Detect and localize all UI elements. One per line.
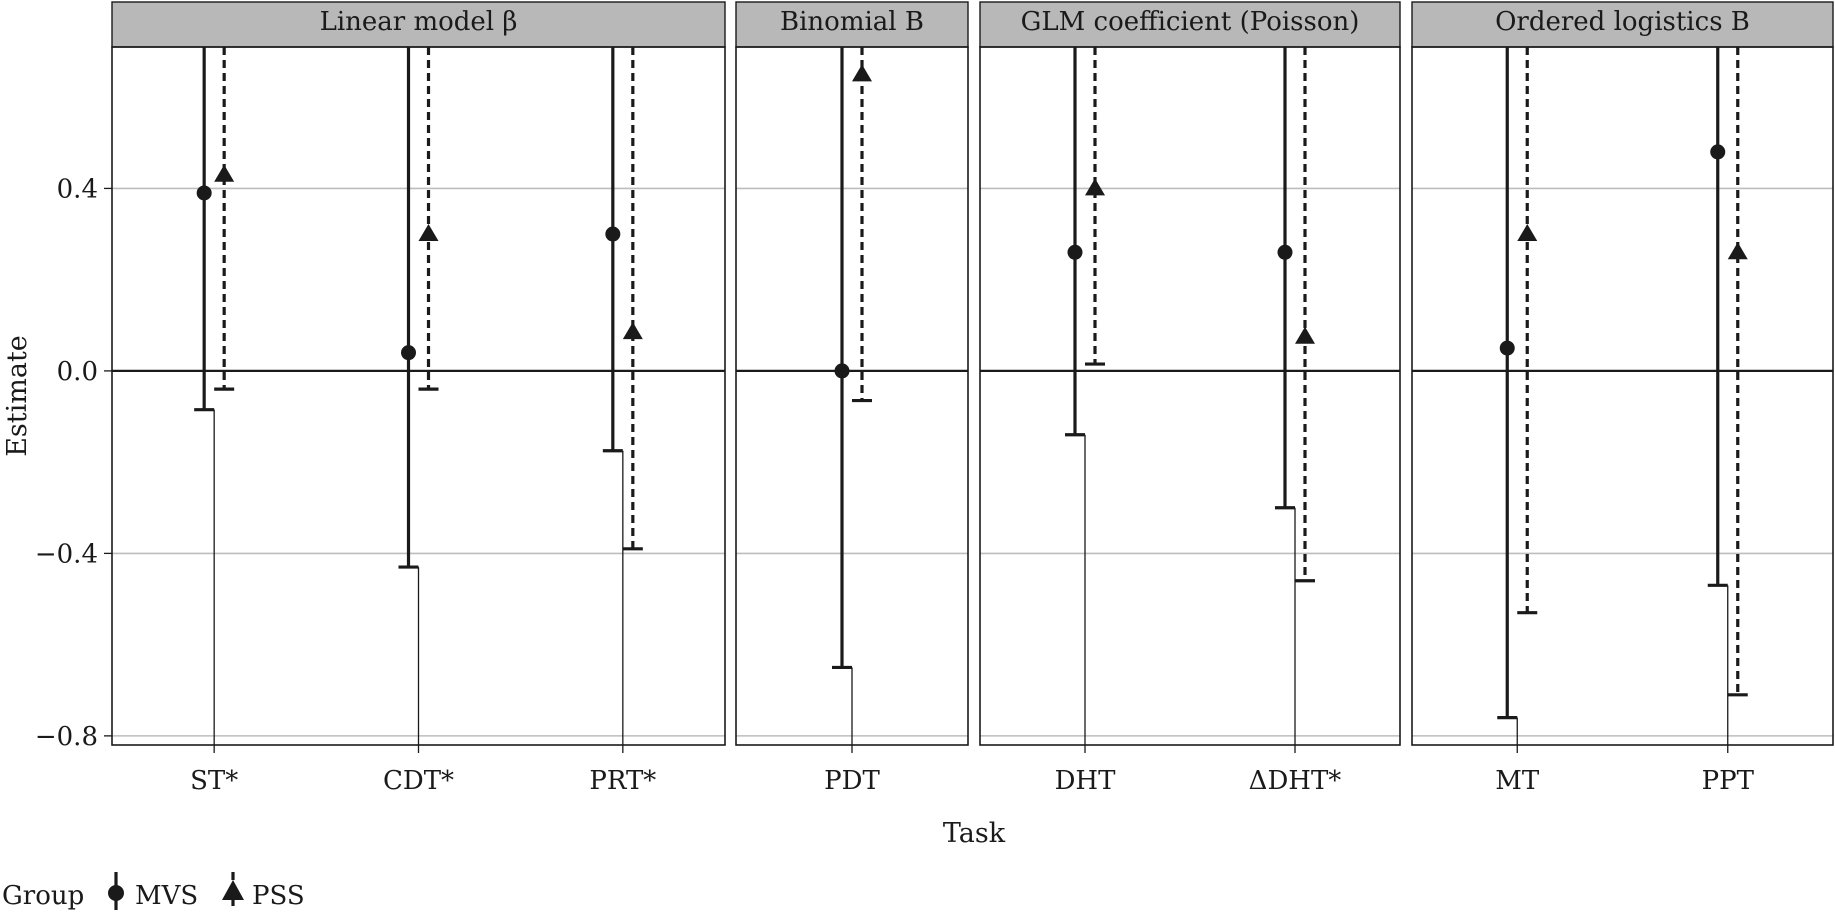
facet-strip-label: Linear model β xyxy=(320,7,518,37)
pss-point xyxy=(214,164,235,182)
facet-strip-label: Binomial B xyxy=(780,7,924,37)
x-tick-label: PDT xyxy=(824,766,880,796)
task-dht: ΔDHT* xyxy=(1249,47,1342,796)
panel-border xyxy=(1411,46,1834,746)
facet-panel-2: Binomial B PDT xyxy=(735,1,969,796)
facet-panel-4: Ordered logistics B MT PPT xyxy=(1411,1,1834,796)
pss-point xyxy=(1727,242,1748,260)
mvs-point xyxy=(196,185,212,201)
facet-strip xyxy=(1411,1,1834,48)
mvs-point xyxy=(1710,144,1726,160)
task-prt: PRT* xyxy=(589,47,656,796)
task-pdt: PDT xyxy=(824,47,880,796)
y-tick-label: −0.4 xyxy=(35,539,98,569)
legend-label-mvs: MVS xyxy=(135,881,198,911)
facet-strip xyxy=(735,1,969,48)
y-tick-label: −0.8 xyxy=(35,722,98,752)
legend-key-mvs-marker xyxy=(108,885,124,901)
facet-panels: Linear model β ST* CDT* PRT* Binomial B PDT GL… xyxy=(111,1,1834,796)
task-dht: DHT xyxy=(1055,47,1117,796)
x-axis-title: Task xyxy=(943,818,1006,849)
facet-strip-label: Ordered logistics B xyxy=(1495,7,1750,37)
mvs-point xyxy=(1277,244,1293,260)
pss-point xyxy=(1295,326,1315,344)
legend-title: Group xyxy=(2,881,84,911)
mvs-point xyxy=(605,226,621,242)
facet-strip-label: GLM coefficient (Poisson) xyxy=(1021,7,1360,37)
panel-border xyxy=(735,46,969,746)
y-tick-label: 0.4 xyxy=(57,174,98,204)
panel-border xyxy=(979,46,1401,746)
pss-point xyxy=(418,224,439,242)
pss-point xyxy=(1085,178,1105,196)
mvs-point xyxy=(1499,340,1515,356)
y-axis-title: Estimate xyxy=(2,335,33,457)
x-tick-label: CDT* xyxy=(383,766,454,796)
legend-label-pss: PSS xyxy=(252,881,305,911)
pss-point xyxy=(622,322,643,340)
facet-panel-3: GLM coefficient (Poisson) DHT ΔDHT* xyxy=(979,1,1401,796)
x-tick-label: DHT xyxy=(1055,766,1117,796)
task-cdt: CDT* xyxy=(383,47,454,796)
mvs-point xyxy=(1067,244,1083,260)
task-st: ST* xyxy=(190,47,238,796)
y-tick-label: 0.0 xyxy=(57,357,98,387)
x-tick-label: PPT xyxy=(1702,766,1755,796)
legend-key-pss-marker xyxy=(222,880,244,900)
x-tick-label: MT xyxy=(1495,766,1540,796)
legend: Group MVS PSS xyxy=(2,872,305,911)
mvs-point xyxy=(834,363,850,379)
facet-strip xyxy=(111,1,726,48)
x-tick-label: PRT* xyxy=(589,766,656,796)
x-tick-label: ΔDHT* xyxy=(1249,766,1342,796)
task-ppt: PPT xyxy=(1702,47,1755,796)
pss-point xyxy=(852,64,872,82)
facet-panel-1: Linear model β ST* CDT* PRT* xyxy=(111,1,726,796)
task-mt: MT xyxy=(1495,47,1540,796)
x-tick-label: ST* xyxy=(190,766,238,796)
mvs-point xyxy=(401,345,416,361)
y-axis: 0.4 0.0 −0.4 −0.8 xyxy=(35,174,112,752)
panel-border xyxy=(111,46,726,746)
pss-point xyxy=(1517,224,1538,242)
